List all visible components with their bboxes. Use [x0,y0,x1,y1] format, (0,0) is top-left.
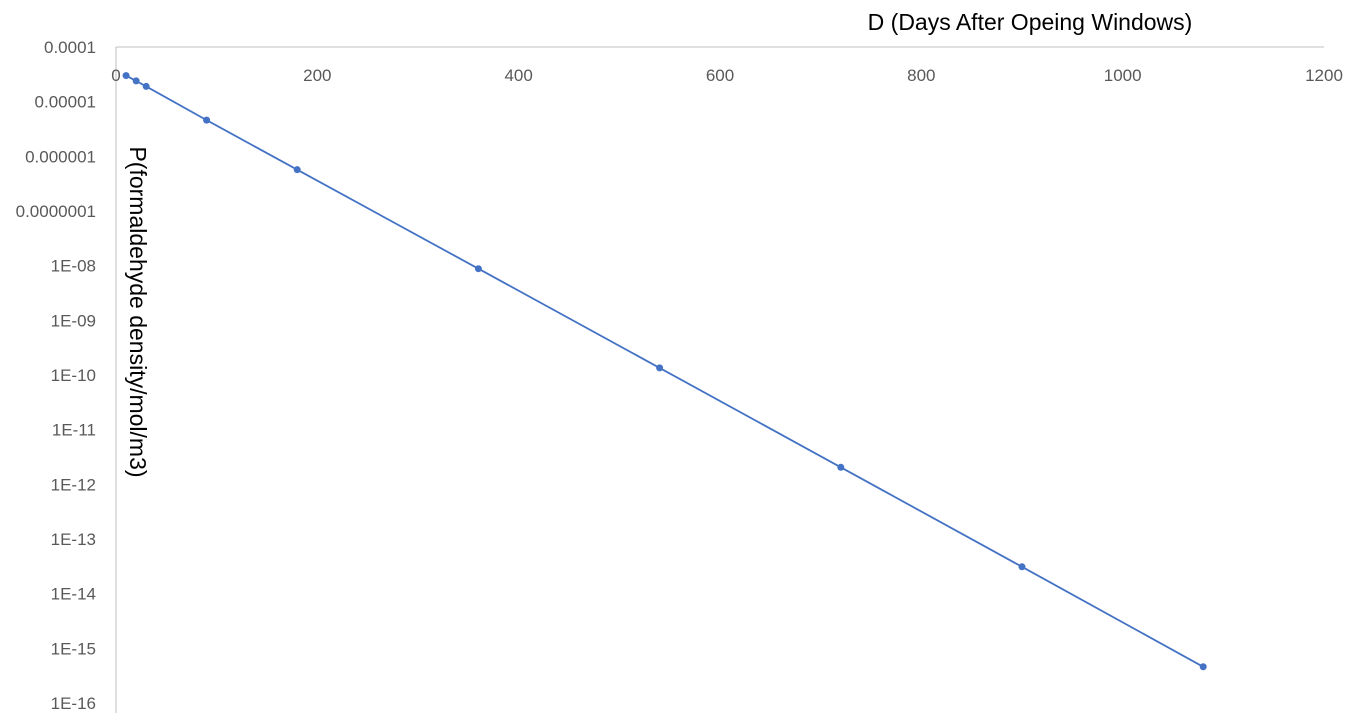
x-tick-label: 1000 [1104,66,1142,85]
series-line [125,74,1204,668]
axes [115,46,1324,713]
y-tick-label: 1E-08 [51,257,96,276]
y-tick-labels: 0.0001 0.00001 0.000001 0.0000001 1E-08 1E-09… [16,38,96,713]
y-tick-label: 1E-10 [51,366,96,385]
x-tick-label: 600 [706,66,734,85]
data-points [122,72,1207,671]
y-tick-label: 0.0000001 [16,202,96,221]
data-point [203,116,211,124]
y-tick-label: 1E-13 [51,530,96,549]
x-tick-label: 400 [504,66,532,85]
y-tick-label: 1E-16 [51,694,96,713]
data-point [142,82,150,90]
data-point [293,166,301,174]
y-tick-label: 0.0001 [44,38,96,57]
y-tick-label: 1E-15 [51,639,96,658]
y-tick-label: 0.000001 [25,147,96,166]
data-point [474,265,482,273]
data-point [122,72,130,80]
y-tick-label: 1E-09 [51,311,96,330]
data-point [1199,663,1207,671]
x-tick-label: 200 [303,66,331,85]
data-point [656,364,664,372]
x-tick-label: 800 [907,66,935,85]
data-point [837,463,845,471]
x-tick-label: 0 [111,66,120,85]
data-point [1018,563,1026,571]
y-tick-label: 1E-14 [51,585,96,604]
y-tick-label: 1E-11 [52,421,96,440]
x-tick-labels: 0 200 400 600 800 1000 1200 [111,66,1343,85]
data-point [132,77,140,85]
y-tick-label: 1E-12 [51,475,96,494]
y-tick-label: 0.00001 [35,93,96,112]
y-axis-title: P(formaldehyde density/mol/m3) [125,146,151,477]
x-tick-label: 1200 [1305,66,1343,85]
x-axis-title: D (Days After Opeing Windows) [868,9,1193,35]
